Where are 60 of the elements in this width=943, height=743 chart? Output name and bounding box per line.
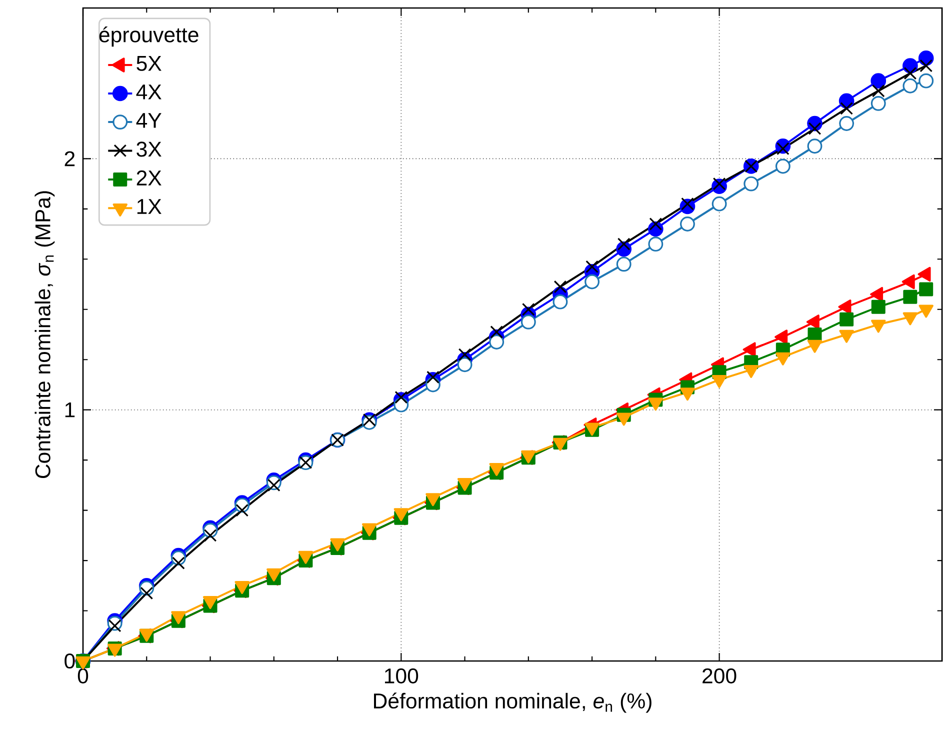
- point: [457, 357, 472, 372]
- point: [394, 390, 408, 404]
- point: [712, 177, 726, 190]
- point: [172, 556, 185, 570]
- point: [489, 334, 504, 350]
- point: [140, 586, 154, 600]
- point: [744, 176, 759, 192]
- point: [236, 504, 249, 517]
- point: [108, 619, 122, 632]
- point: [918, 73, 934, 88]
- point: [840, 102, 854, 115]
- point: [870, 73, 886, 88]
- y-tick-label: 0: [64, 653, 75, 669]
- point: [616, 256, 632, 272]
- legend-label: 4X: [136, 84, 162, 100]
- point: [552, 294, 568, 310]
- point: [648, 236, 664, 252]
- legend-title: éprouvette: [99, 26, 198, 47]
- x-tick-label: 0: [78, 668, 88, 684]
- y-tick-label: 2: [64, 151, 75, 166]
- legend-label: 5X: [136, 56, 162, 71]
- point: [870, 96, 886, 111]
- point: [649, 218, 662, 230]
- point: [807, 138, 822, 154]
- point: [584, 274, 600, 290]
- point: [903, 290, 918, 304]
- point: [904, 66, 917, 80]
- point: [554, 280, 567, 294]
- legend-label: 4Y: [136, 113, 162, 128]
- point: [776, 142, 790, 156]
- point: [681, 197, 694, 210]
- x-axis-title: Déformation nominale, e$_{n}$ (%): [374, 692, 652, 713]
- point: [490, 326, 504, 338]
- point: [871, 300, 886, 314]
- point: [617, 238, 630, 251]
- point: [839, 116, 854, 131]
- legend-label: 3X: [136, 142, 162, 157]
- point: [712, 196, 727, 212]
- point: [680, 216, 695, 232]
- point: [920, 59, 933, 72]
- point: [458, 348, 472, 362]
- y-axis-title: Contrainte nominale, σ$_{n}$ (MPa): [34, 191, 55, 478]
- y-tick-label: 1: [65, 402, 75, 418]
- point: [204, 528, 217, 542]
- point: [808, 327, 822, 342]
- point: [775, 158, 790, 174]
- point: [522, 302, 535, 316]
- legend-label: 2X: [136, 170, 162, 186]
- point: [919, 282, 934, 296]
- point: [840, 312, 854, 326]
- x-tick-label: 200: [702, 668, 736, 684]
- point: [808, 122, 822, 136]
- x-tick-label: 100: [384, 668, 418, 684]
- point: [267, 478, 280, 492]
- point: [872, 84, 885, 98]
- legend-label: 1X: [137, 199, 162, 214]
- point: [426, 370, 440, 384]
- point: [520, 314, 536, 330]
- point: [902, 78, 918, 94]
- point: [586, 260, 598, 274]
